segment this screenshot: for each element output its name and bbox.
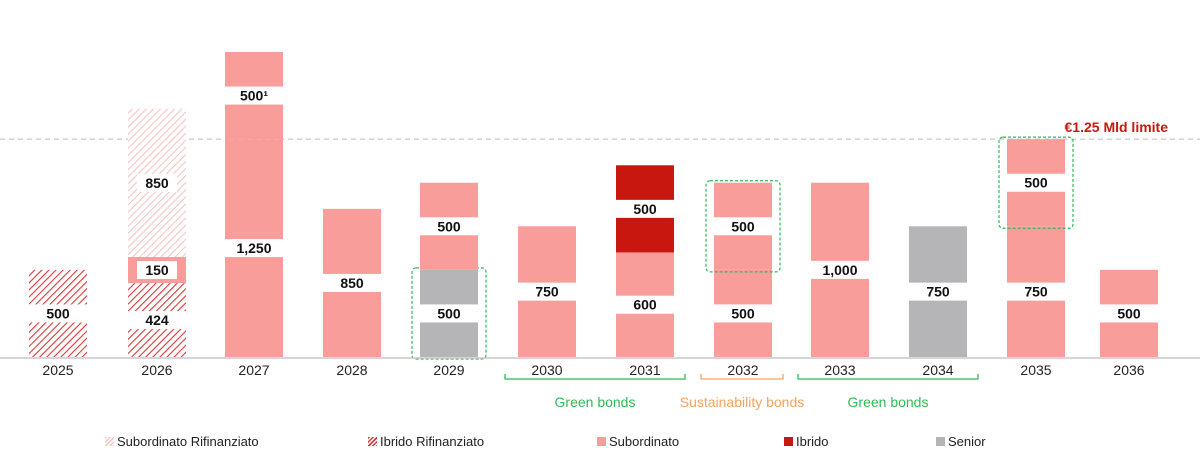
data-label: 500 xyxy=(437,218,461,234)
label-band xyxy=(321,273,383,292)
bracket-label: Sustainability bonds xyxy=(680,394,805,410)
data-label: 500 xyxy=(46,305,70,321)
legend-label: Senior xyxy=(948,434,986,449)
legend-swatch xyxy=(936,437,945,446)
legend-item: Subordinato Rifinanziato xyxy=(105,434,259,449)
highlight-box xyxy=(705,180,781,273)
data-label: 150 xyxy=(145,262,169,278)
x-tick-label: 2029 xyxy=(433,362,464,378)
x-tick-label: 2031 xyxy=(629,362,660,378)
x-tick-label: 2027 xyxy=(238,362,269,378)
x-tick-label: 2028 xyxy=(336,362,367,378)
label-band xyxy=(712,217,774,236)
maturity-chart: €1.25 Mld limite 500 424 150 850 1,250 500¹ 85… xyxy=(0,52,1200,410)
data-label: 750 xyxy=(1024,284,1048,300)
bracket xyxy=(700,374,784,380)
legend-item: Senior xyxy=(936,434,986,449)
data-label: 1,250 xyxy=(236,240,271,256)
x-tick-label: 2030 xyxy=(531,362,562,378)
legend-swatch xyxy=(105,437,114,446)
legend-label: Subordinato xyxy=(609,434,680,449)
data-label: 500 xyxy=(1024,175,1048,191)
label-band xyxy=(712,304,774,323)
legend-label: Subordinato Rifinanziato xyxy=(117,434,259,449)
data-label: 500 xyxy=(1117,305,1141,321)
label-band xyxy=(1098,304,1160,323)
legend-swatch xyxy=(597,437,606,446)
bracket-label: Green bonds xyxy=(848,394,929,410)
label-band xyxy=(126,311,188,330)
x-tick-label: 2036 xyxy=(1113,362,1144,378)
label-band xyxy=(1005,173,1067,192)
legend-label: Ibrido Rifinanziato xyxy=(380,434,485,449)
label-band xyxy=(614,295,676,314)
legend: Subordinato Rifinanziato Ibrido Rifinanzi… xyxy=(0,434,1200,450)
label-band xyxy=(907,282,969,301)
x-tick-label: 2025 xyxy=(42,362,73,378)
data-label: 850 xyxy=(340,275,364,291)
data-label: 500¹ xyxy=(240,88,268,104)
bracket-label: Green bonds xyxy=(555,394,636,410)
label-band xyxy=(137,261,177,280)
legend-label: Ibrido xyxy=(796,434,829,449)
x-tick-label: 2032 xyxy=(727,362,758,378)
data-label: 424 xyxy=(145,312,169,328)
data-label: 850 xyxy=(145,175,169,191)
label-band xyxy=(137,173,177,192)
label-band xyxy=(418,304,480,323)
x-tick-label: 2035 xyxy=(1020,362,1051,378)
x-tick-label: 2026 xyxy=(141,362,172,378)
data-label: 600 xyxy=(633,297,657,313)
data-label: 750 xyxy=(535,284,559,300)
legend-swatch xyxy=(784,437,793,446)
data-label: 1,000 xyxy=(822,262,857,278)
bracket xyxy=(797,374,979,380)
limit-label: €1.25 Mld limite xyxy=(1065,119,1169,135)
data-label: 500 xyxy=(731,218,755,234)
data-label: 750 xyxy=(926,284,950,300)
label-band xyxy=(27,304,89,323)
data-label: 500 xyxy=(731,305,755,321)
data-label: 500 xyxy=(633,201,657,217)
x-tick-label: 2034 xyxy=(922,362,953,378)
legend-item: Subordinato xyxy=(597,434,679,449)
label-band xyxy=(1005,282,1067,301)
label-band xyxy=(809,260,871,279)
legend-swatch xyxy=(368,437,377,446)
legend-item: Ibrido Rifinanziato xyxy=(368,434,484,449)
label-band xyxy=(614,199,676,218)
label-band xyxy=(223,239,285,258)
x-tick-label: 2033 xyxy=(824,362,855,378)
data-label: 500 xyxy=(437,305,461,321)
label-band xyxy=(418,217,480,236)
label-band xyxy=(223,86,285,105)
bracket xyxy=(504,374,686,380)
highlight-box xyxy=(998,136,1074,229)
legend-item: Ibrido xyxy=(784,434,829,449)
label-band xyxy=(516,282,578,301)
